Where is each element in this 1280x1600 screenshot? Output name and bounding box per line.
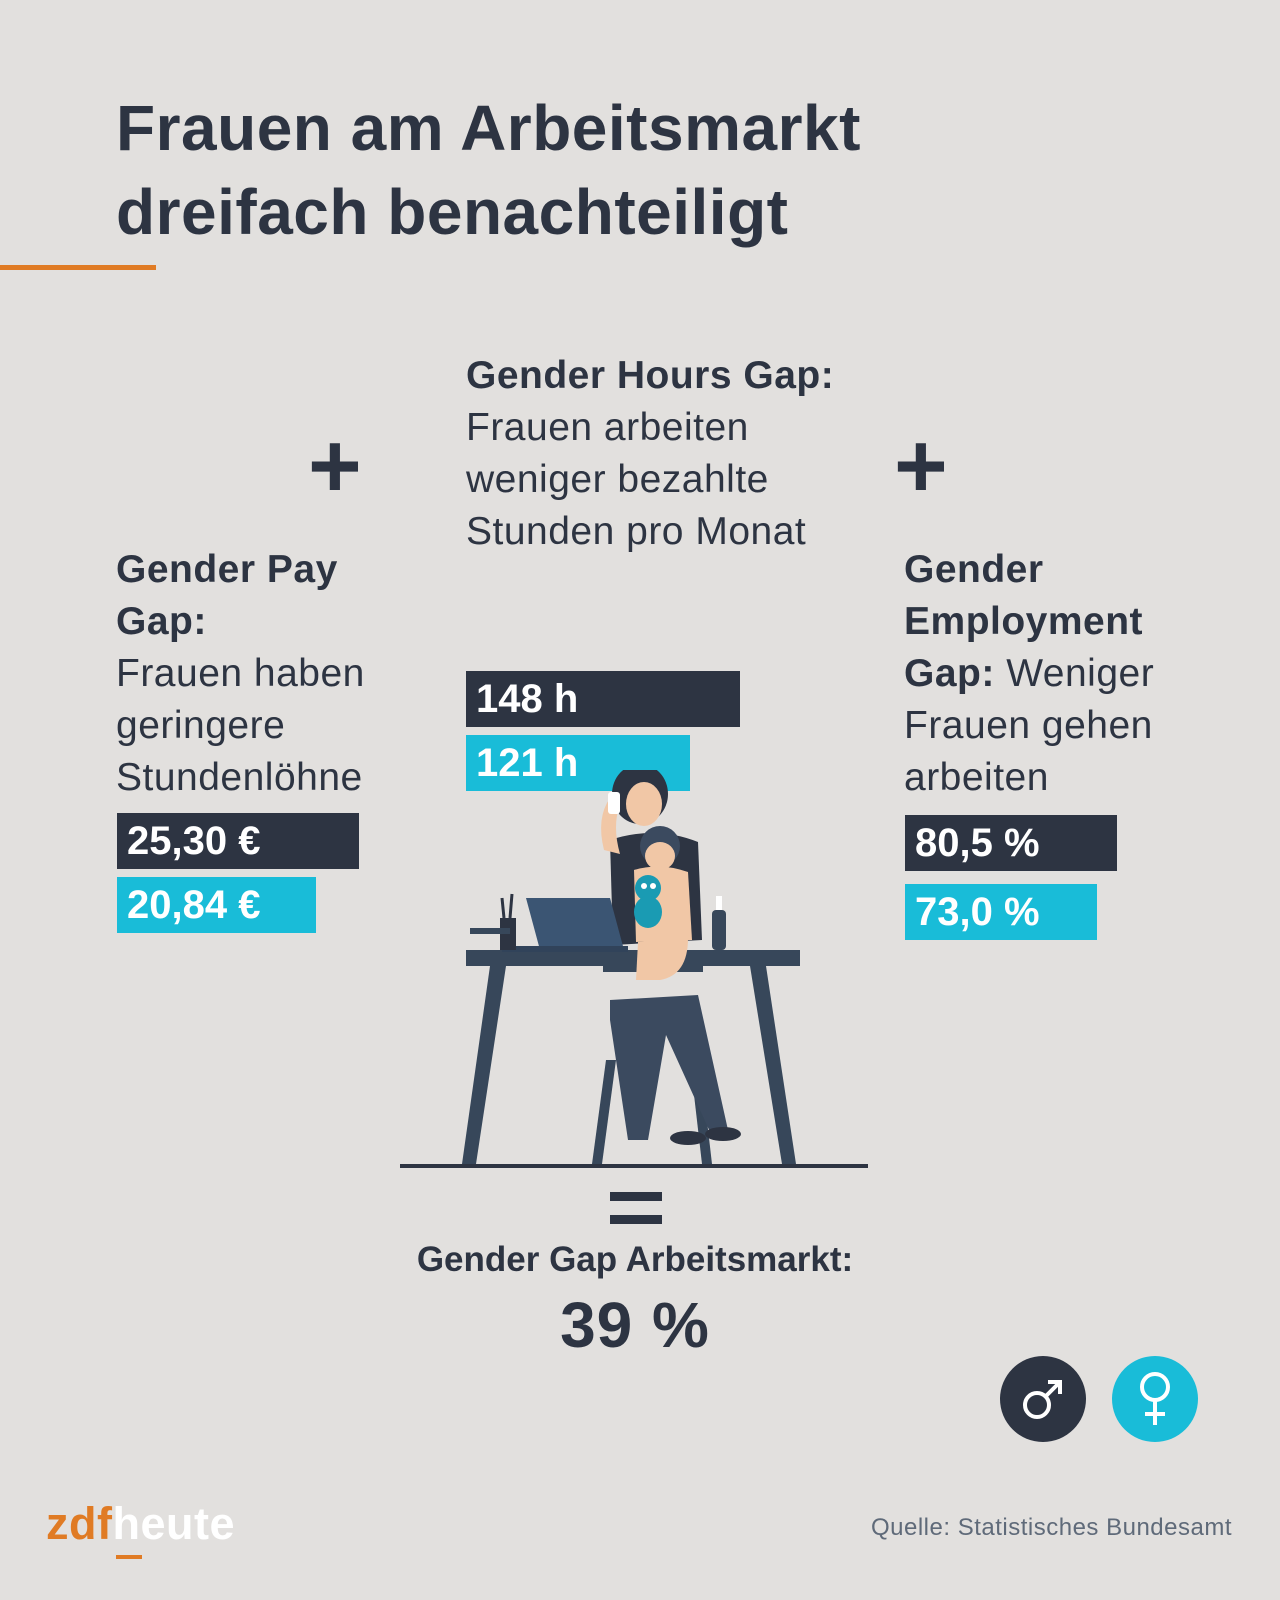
teddy-body	[634, 896, 662, 928]
page-title: Frauen am Arbeitsmarkt dreifach benachte…	[116, 86, 1016, 254]
employment-gap-men-bar: 80,5 %	[905, 815, 1117, 871]
employment-gap-women-bar: 73,0 %	[905, 884, 1097, 940]
hours-gap-men-value: 148 h	[476, 677, 579, 721]
woman-shoe-left	[670, 1131, 706, 1145]
baby-face	[645, 842, 675, 870]
total-gap-value: 39 %	[560, 1289, 710, 1361]
female-glyph	[1140, 1372, 1170, 1425]
equals-sign-top	[610, 1192, 662, 1201]
brand-logo: zdfheute	[46, 1498, 235, 1559]
hours-gap-men-bar: 148 h	[466, 671, 740, 727]
plus-sign-left: +	[308, 415, 362, 517]
employment-gap-description: Gender Employment Gap: Weniger Frauen ge…	[904, 544, 1234, 804]
woman-face	[626, 782, 662, 826]
male-symbol-icon	[1000, 1356, 1086, 1442]
employment-gap-text: Weniger Frauen gehen arbeiten	[904, 652, 1155, 799]
pay-gap-men-bar: 25,30 €	[117, 813, 359, 869]
female-symbol-icon	[1112, 1356, 1198, 1442]
teddy-head	[635, 875, 661, 901]
pay-gap-women-bar: 20,84 €	[117, 877, 316, 933]
hours-gap-heading: Gender Hours Gap:	[466, 354, 835, 397]
floor-line	[400, 1164, 868, 1168]
document-tray	[470, 928, 510, 934]
title-line-1: Frauen am Arbeitsmarkt	[116, 92, 861, 164]
phone-icon	[608, 792, 620, 814]
source-note: Quelle: Statistisches Bundesamt	[870, 1514, 1232, 1541]
desk-leg-left	[462, 966, 506, 1164]
employment-gap-heading: Gender Employment Gap:	[904, 548, 1144, 695]
pay-gap-heading: Gender Pay Gap:	[116, 548, 338, 643]
total-gap-label: Gender Gap Arbeitsmarkt:	[416, 1240, 854, 1279]
male-glyph	[1023, 1380, 1062, 1419]
working-mother-illustration	[400, 770, 868, 1168]
title-accent-rule	[0, 265, 156, 270]
laptop-screen	[526, 898, 624, 950]
woman-legs	[610, 995, 728, 1140]
brand-part-zdf: zdf	[46, 1498, 113, 1549]
equals-sign-bottom	[610, 1215, 662, 1224]
baby-legs	[636, 938, 688, 980]
bottle-icon	[712, 910, 726, 950]
chair-leg-left	[592, 1060, 616, 1164]
hours-gap-women-value: 121 h	[476, 741, 579, 785]
employment-gap-men-value: 80,5 %	[915, 821, 1040, 865]
hours-gap-description: Gender Hours Gap: Frauen arbeiten wenige…	[466, 350, 846, 558]
brand-part-heute: heute	[112, 1498, 235, 1559]
woman-shoe-right	[705, 1127, 741, 1141]
pay-gap-text: Frauen haben geringere Stundenlöhne	[116, 652, 365, 799]
plus-sign-right: +	[894, 415, 948, 517]
laptop-base	[502, 946, 628, 952]
pay-gap-men-value: 25,30 €	[127, 819, 261, 863]
pay-gap-women-value: 20,84 €	[127, 883, 261, 927]
desk-top	[466, 950, 800, 966]
hours-gap-women-bar: 121 h	[466, 735, 690, 791]
desk-leg-right	[750, 966, 796, 1164]
employment-gap-women-value: 73,0 %	[915, 890, 1040, 934]
title-line-2: dreifach benachteiligt	[116, 176, 789, 248]
pay-gap-description: Gender Pay Gap: Frauen haben geringere S…	[116, 544, 426, 804]
hours-gap-text: Frauen arbeiten weniger bezahlte Stunden…	[466, 406, 807, 553]
